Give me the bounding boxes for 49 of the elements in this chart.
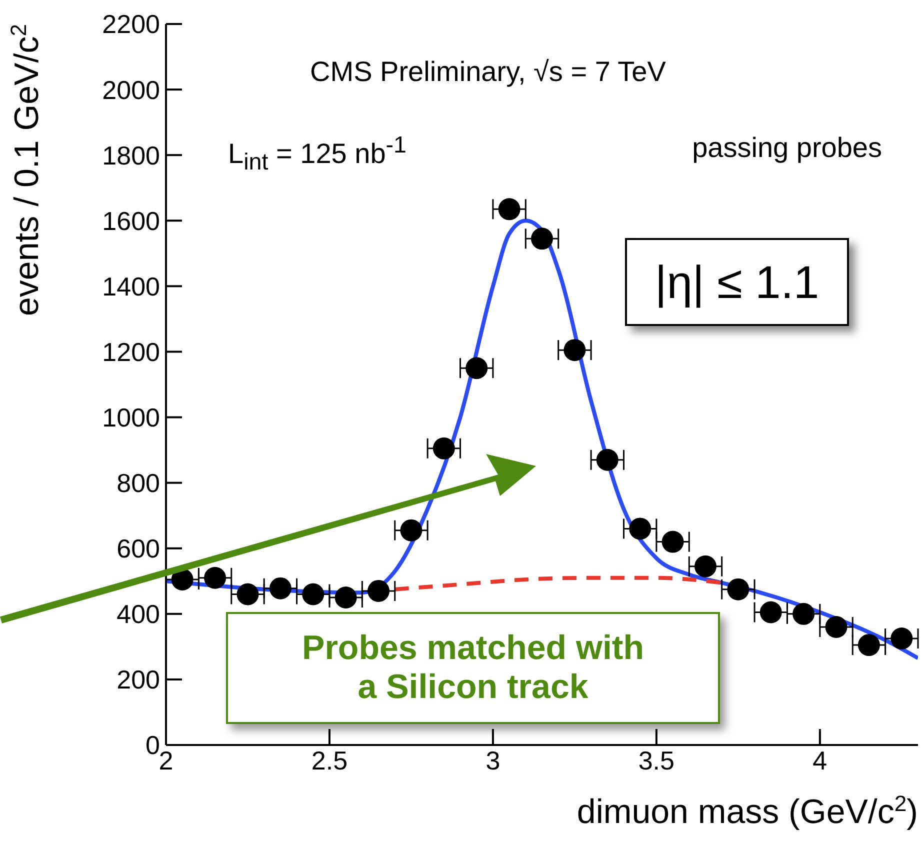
y-tick-label: 600: [116, 534, 160, 564]
point: [432, 437, 455, 460]
x-tick-label: 3: [486, 745, 500, 776]
point: [269, 577, 292, 600]
point: [629, 518, 652, 540]
annotation: |η| ≤ 1.1: [654, 255, 820, 309]
y-tick-label: 2000: [102, 74, 160, 105]
label-box: |η| ≤ 1.1: [625, 238, 849, 326]
point: [302, 583, 324, 606]
annotation: L$_{int}$ = 125 nb$^{-1}$: [228, 132, 407, 175]
y-tick-label: 0: [146, 730, 160, 760]
point: [204, 566, 226, 589]
point: [760, 601, 782, 624]
point: [498, 198, 520, 220]
x-tick-label: 4: [812, 745, 828, 776]
y-tick-label: 1000: [102, 402, 160, 433]
y-tick-label: 2200: [102, 9, 160, 40]
x-axis-title: dimuon mass (GeV/c$^{2}$): [576, 790, 918, 831]
y-tick-label: 800: [116, 468, 160, 498]
line-series: [166, 218, 918, 660]
x-tick-label: 2.5: [311, 745, 348, 776]
point: [825, 616, 848, 638]
point: [531, 228, 553, 250]
y-tick-label: 400: [116, 599, 160, 630]
point: [466, 357, 488, 380]
y-tick-label: 1200: [102, 336, 160, 367]
annotation: passing probes: [692, 132, 882, 163]
x-tick-label: 3.5: [638, 745, 675, 776]
point: [662, 530, 684, 553]
point: [368, 580, 390, 602]
x-tick-label: 2: [158, 745, 174, 776]
point: [792, 602, 815, 625]
y-tick-label: 1800: [102, 140, 160, 170]
point: [334, 586, 357, 609]
point: [596, 448, 618, 471]
y-tick-label: 1600: [102, 206, 160, 236]
point: [890, 627, 913, 650]
annotation: Probes matched with a Silicon track: [301, 628, 645, 708]
point: [694, 555, 716, 578]
point: [564, 339, 586, 362]
annotation: CMS Preliminary, √s = 7 TeV: [310, 56, 666, 87]
point: [400, 519, 422, 542]
callout-box: Probes matched with a Silicon track: [226, 612, 720, 724]
point: [236, 583, 259, 606]
point: [858, 634, 880, 656]
y-tick-label: 200: [116, 664, 160, 695]
y-tick-label: 1400: [102, 271, 160, 302]
point: [171, 568, 194, 590]
point: [727, 578, 750, 600]
